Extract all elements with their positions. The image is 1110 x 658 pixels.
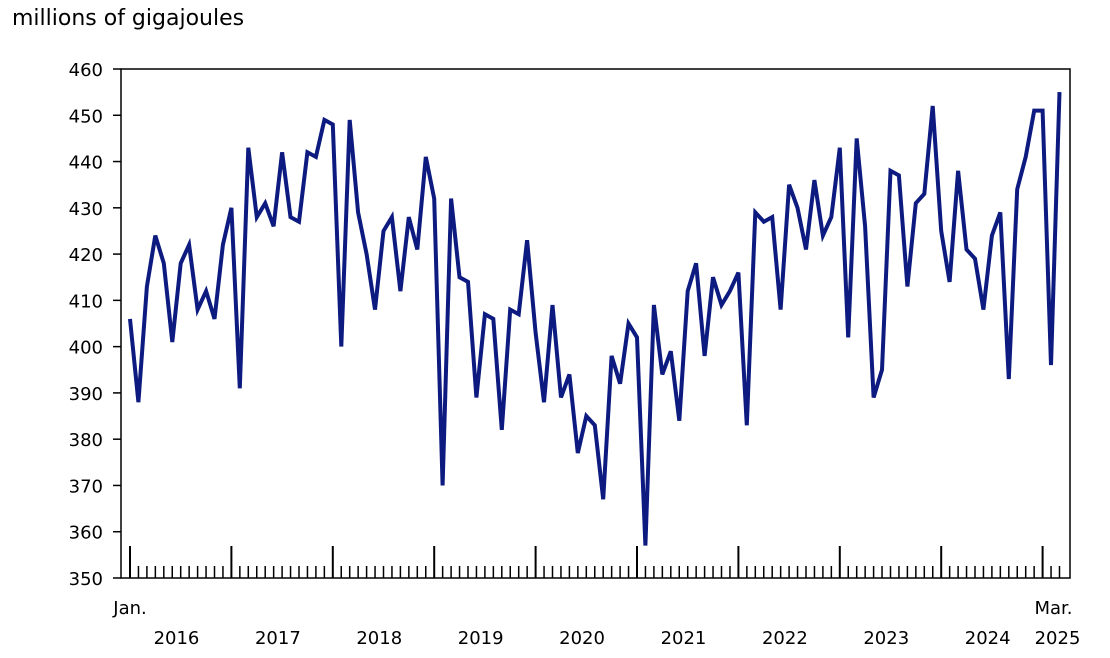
plot-area-frame [120, 68, 1071, 579]
y-tick-label: 370 [69, 476, 103, 497]
x-year-label: 2024 [965, 628, 1011, 649]
x-start-month-label: Jan. [112, 598, 146, 619]
y-axis-unit-label: millions of gigajoules [12, 6, 245, 31]
y-tick-label: 350 [69, 569, 103, 590]
x-year-label: 2020 [559, 628, 605, 649]
y-tick-label: 410 [69, 291, 103, 312]
x-axis-labels: Jan. Mar. 2016 2017 2018 2019 2020 2021 2022 2023… [112, 598, 1080, 649]
x-axis-ticks [129, 546, 1061, 578]
x-year-label: 2022 [762, 628, 808, 649]
y-tick-label: 420 [69, 245, 103, 266]
y-tick-label: 460 [69, 60, 103, 81]
x-year-label: 2025 [1035, 628, 1081, 649]
x-year-label: 2016 [154, 628, 200, 649]
x-year-label: 2017 [255, 628, 301, 649]
y-tick-label: 440 [69, 153, 103, 174]
y-tick-label: 430 [69, 199, 103, 220]
x-end-month-label: Mar. [1034, 598, 1072, 619]
y-tick-label: 360 [69, 523, 103, 544]
y-tick-label: 390 [69, 384, 103, 405]
x-year-label: 2023 [863, 628, 909, 649]
y-tick-label: 450 [69, 106, 103, 127]
x-year-label: 2021 [661, 628, 707, 649]
x-year-label: 2019 [458, 628, 504, 649]
y-axis-ticks: 350 360 370 380 390 400 410 420 430 440 450 460 [69, 60, 121, 590]
x-year-label: 2018 [356, 628, 402, 649]
y-tick-label: 400 [69, 338, 103, 359]
series-line-millions-of-gigajoules [128, 92, 1062, 546]
y-tick-label: 380 [69, 430, 103, 451]
